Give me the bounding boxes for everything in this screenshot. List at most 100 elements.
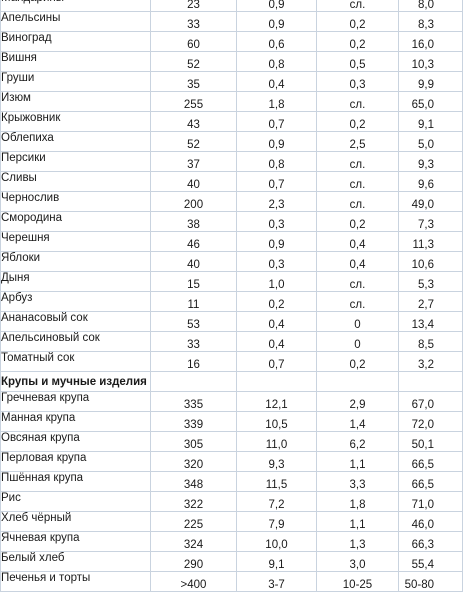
fat-cell: 6,2 (316, 431, 399, 452)
protein-cell: 0,6 (236, 31, 317, 52)
calories-cell: 322 (150, 491, 237, 512)
protein-cell (236, 371, 317, 392)
product-name: Сливы (0, 171, 151, 192)
product-name: Ячневая крупа (0, 531, 151, 552)
carbs-cell: 8,0 (398, 0, 463, 12)
protein-cell: 9,1 (236, 551, 317, 572)
calories-cell: 40 (150, 251, 237, 272)
table-row: Дыня 15 1,0 сл. 5,3 (0, 271, 463, 292)
calories-cell (150, 371, 237, 392)
calories-cell: 35 (150, 71, 237, 92)
fat-cell: сл. (316, 151, 399, 172)
product-name: Хлеб чёрный (0, 511, 151, 532)
calories-cell: 38 (150, 211, 237, 232)
carbs-cell (398, 371, 463, 392)
calories-cell: 33 (150, 11, 237, 32)
protein-cell: 0,9 (236, 0, 317, 12)
protein-cell: 0,4 (236, 71, 317, 92)
carbs-cell: 9,1 (398, 111, 463, 132)
table-row: Персики 37 0,8 сл. 9,3 (0, 151, 463, 172)
carbs-cell: 13,4 (398, 311, 463, 332)
carbs-cell: 8,3 (398, 11, 463, 32)
protein-cell: 10,0 (236, 531, 317, 552)
table-row: Облепиха 52 0,9 2,5 5,0 (0, 131, 463, 152)
table-row: Томатный сок 16 0,7 0,2 3,2 (0, 351, 463, 372)
carbs-cell: 5,3 (398, 271, 463, 292)
fat-cell: 1,1 (316, 451, 399, 472)
calories-cell: 290 (150, 551, 237, 572)
carbs-cell: 66,5 (398, 471, 463, 492)
calories-cell: 52 (150, 51, 237, 72)
carbs-cell: 72,0 (398, 411, 463, 432)
fat-cell: 0,5 (316, 51, 399, 72)
protein-cell: 7,2 (236, 491, 317, 512)
table-row: Овсяная крупа 305 11,0 6,2 50,1 (0, 431, 463, 452)
product-name: Вишня (0, 51, 151, 72)
product-name: Виноград (0, 31, 151, 52)
section-title: Крупы и мучные изделия (0, 371, 151, 392)
carbs-cell: 9,6 (398, 171, 463, 192)
calories-cell: 324 (150, 531, 237, 552)
fat-cell: 0,2 (316, 351, 399, 372)
protein-cell: 0,2 (236, 291, 317, 312)
fat-cell: 0,3 (316, 71, 399, 92)
product-name: Томатный сок (0, 351, 151, 372)
protein-cell: 1,8 (236, 91, 317, 112)
section-header-row: Крупы и мучные изделия (0, 371, 463, 392)
carbs-cell: 5,0 (398, 131, 463, 152)
fat-cell: сл. (316, 91, 399, 112)
calories-cell: 37 (150, 151, 237, 172)
table-row: Черешня 46 0,9 0,4 11,3 (0, 231, 463, 252)
protein-cell: 10,5 (236, 411, 317, 432)
table-row: Манная крупа 339 10,5 1,4 72,0 (0, 411, 463, 432)
carbs-cell: 8,5 (398, 331, 463, 352)
table-row: Печенья и торты >400 3-7 10-25 50-80 (0, 571, 463, 592)
protein-cell: 11,0 (236, 431, 317, 452)
carbs-cell: 55,4 (398, 551, 463, 572)
table-row: Груши 35 0,4 0,3 9,9 (0, 71, 463, 92)
table-row: Апельсиновый сок 33 0,4 0 8,5 (0, 331, 463, 352)
product-name: Чернослив (0, 191, 151, 212)
protein-cell: 0,7 (236, 351, 317, 372)
protein-cell: 0,4 (236, 331, 317, 352)
table-row: Сливы 40 0,7 сл. 9,6 (0, 171, 463, 192)
protein-cell: 2,3 (236, 191, 317, 212)
fat-cell: сл. (316, 171, 399, 192)
protein-cell: 0,9 (236, 231, 317, 252)
fat-cell: 0,4 (316, 231, 399, 252)
calories-cell: 335 (150, 391, 237, 412)
calories-cell: 53 (150, 311, 237, 332)
table-row: Хлеб чёрный 225 7,9 1,1 46,0 (0, 511, 463, 532)
fat-cell: 10-25 (316, 571, 399, 592)
product-name: Ананасовый сок (0, 311, 151, 332)
product-name: Апельсины (0, 11, 151, 32)
calories-cell: 46 (150, 231, 237, 252)
product-name: Гречневая крупа (0, 391, 151, 412)
carbs-cell: 16,0 (398, 31, 463, 52)
fat-cell: 3,3 (316, 471, 399, 492)
fat-cell: 0,2 (316, 211, 399, 232)
table-row: Арбуз 11 0,2 сл. 2,7 (0, 291, 463, 312)
table-row: Крыжовник 43 0,7 0,2 9,1 (0, 111, 463, 132)
carbs-cell: 9,9 (398, 71, 463, 92)
table-row: Гречневая крупа 335 12,1 2,9 67,0 (0, 391, 463, 412)
product-name: Изюм (0, 91, 151, 112)
product-name: Смородина (0, 211, 151, 232)
table-row: Ананасовый сок 53 0,4 0 13,4 (0, 311, 463, 332)
table-row: Изюм 255 1,8 сл. 65,0 (0, 91, 463, 112)
fat-cell: 3,0 (316, 551, 399, 572)
protein-cell: 3-7 (236, 571, 317, 592)
carbs-cell: 49,0 (398, 191, 463, 212)
carbs-cell: 46,0 (398, 511, 463, 532)
fat-cell: сл. (316, 271, 399, 292)
product-name: Печенья и торты (0, 571, 151, 592)
product-name: Манная крупа (0, 411, 151, 432)
carbs-cell: 10,6 (398, 251, 463, 272)
fat-cell: сл. (316, 291, 399, 312)
calories-cell: 320 (150, 451, 237, 472)
nutrition-table: Мандарины230,9сл.8,0Апельсины330,90,28,3… (0, 0, 463, 592)
table-row: Чернослив 200 2,3 сл. 49,0 (0, 191, 463, 212)
protein-cell: 0,7 (236, 171, 317, 192)
protein-cell: 7,9 (236, 511, 317, 532)
product-name: Крыжовник (0, 111, 151, 132)
